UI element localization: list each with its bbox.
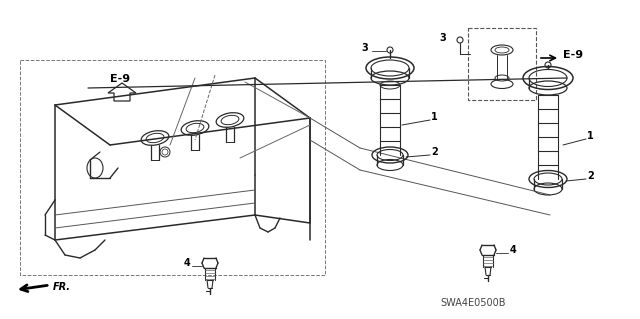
Text: 2: 2 — [431, 147, 438, 157]
Text: 1: 1 — [431, 112, 438, 122]
Polygon shape — [108, 83, 136, 101]
Text: 3: 3 — [361, 43, 368, 53]
Text: FR.: FR. — [53, 282, 71, 292]
Text: E-9: E-9 — [563, 50, 583, 60]
Text: E-9: E-9 — [110, 74, 130, 84]
Text: SWA4E0500B: SWA4E0500B — [440, 298, 506, 308]
Text: 4: 4 — [183, 258, 190, 268]
Text: 1: 1 — [587, 131, 594, 141]
Text: 2: 2 — [587, 171, 594, 181]
Text: 4: 4 — [510, 245, 516, 255]
Bar — [468, 28, 536, 100]
Text: 3: 3 — [439, 33, 446, 43]
Bar — [20, 60, 325, 275]
